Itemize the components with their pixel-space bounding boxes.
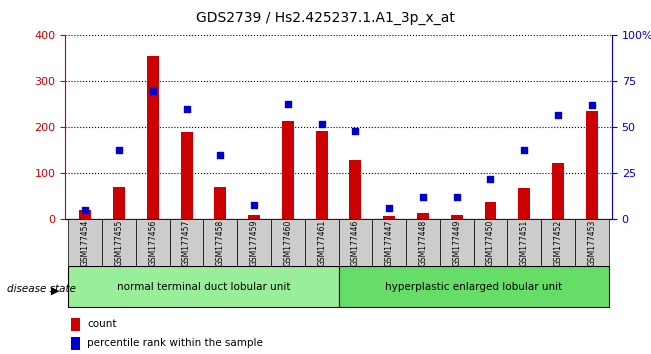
Text: GSM177453: GSM177453 — [587, 219, 596, 266]
Point — [519, 147, 529, 152]
Point — [316, 121, 327, 127]
Text: ▶: ▶ — [51, 286, 60, 296]
Bar — [552, 163, 564, 219]
Text: GSM177450: GSM177450 — [486, 219, 495, 266]
Point — [249, 202, 259, 207]
Text: GSM177454: GSM177454 — [81, 219, 90, 266]
Text: GSM177461: GSM177461 — [317, 219, 326, 266]
FancyBboxPatch shape — [102, 219, 136, 266]
FancyBboxPatch shape — [575, 219, 609, 266]
Point — [485, 176, 495, 182]
Bar — [181, 132, 193, 219]
Point — [350, 128, 361, 134]
Bar — [450, 215, 463, 219]
Bar — [214, 187, 227, 219]
Point — [418, 195, 428, 200]
Text: GDS2739 / Hs2.425237.1.A1_3p_x_at: GDS2739 / Hs2.425237.1.A1_3p_x_at — [196, 11, 455, 25]
FancyBboxPatch shape — [68, 219, 102, 266]
Text: GSM177457: GSM177457 — [182, 219, 191, 266]
Point — [283, 101, 293, 106]
Text: GSM177447: GSM177447 — [385, 219, 394, 266]
Bar — [147, 56, 159, 219]
Bar — [350, 160, 361, 219]
Text: disease state: disease state — [7, 284, 76, 293]
Point — [451, 195, 462, 200]
Bar — [316, 131, 327, 219]
FancyBboxPatch shape — [68, 266, 339, 307]
Bar — [79, 210, 91, 219]
FancyBboxPatch shape — [541, 219, 575, 266]
FancyBboxPatch shape — [271, 219, 305, 266]
FancyBboxPatch shape — [339, 219, 372, 266]
FancyBboxPatch shape — [170, 219, 204, 266]
Text: GSM177460: GSM177460 — [283, 219, 292, 266]
FancyBboxPatch shape — [372, 219, 406, 266]
Point — [182, 106, 192, 112]
Text: GSM177449: GSM177449 — [452, 219, 461, 266]
Text: GSM177446: GSM177446 — [351, 219, 360, 266]
FancyBboxPatch shape — [339, 266, 609, 307]
Bar — [484, 202, 496, 219]
Bar — [417, 212, 429, 219]
Point — [587, 103, 597, 108]
Bar — [518, 188, 530, 219]
Point — [553, 112, 563, 118]
Text: GSM177451: GSM177451 — [519, 219, 529, 266]
Text: GSM177458: GSM177458 — [216, 219, 225, 266]
Point — [148, 88, 158, 93]
Bar — [383, 216, 395, 219]
Point — [215, 152, 226, 158]
Point — [80, 207, 90, 213]
FancyBboxPatch shape — [237, 219, 271, 266]
Text: GSM177455: GSM177455 — [115, 219, 124, 266]
FancyBboxPatch shape — [440, 219, 473, 266]
FancyBboxPatch shape — [136, 219, 170, 266]
Point — [384, 206, 395, 211]
Bar — [70, 337, 81, 350]
FancyBboxPatch shape — [204, 219, 237, 266]
Text: GSM177452: GSM177452 — [553, 219, 562, 266]
Text: GSM177459: GSM177459 — [249, 219, 258, 266]
Text: GSM177456: GSM177456 — [148, 219, 158, 266]
Bar — [586, 111, 598, 219]
FancyBboxPatch shape — [473, 219, 507, 266]
Bar — [248, 215, 260, 219]
Text: hyperplastic enlarged lobular unit: hyperplastic enlarged lobular unit — [385, 282, 562, 292]
Bar — [282, 120, 294, 219]
Bar — [113, 187, 125, 219]
FancyBboxPatch shape — [507, 219, 541, 266]
Text: normal terminal duct lobular unit: normal terminal duct lobular unit — [117, 282, 290, 292]
Bar — [70, 318, 81, 331]
Text: percentile rank within the sample: percentile rank within the sample — [87, 338, 263, 348]
FancyBboxPatch shape — [305, 219, 339, 266]
Text: GSM177448: GSM177448 — [419, 219, 428, 266]
FancyBboxPatch shape — [406, 219, 440, 266]
Text: count: count — [87, 319, 117, 329]
Point — [114, 147, 124, 152]
